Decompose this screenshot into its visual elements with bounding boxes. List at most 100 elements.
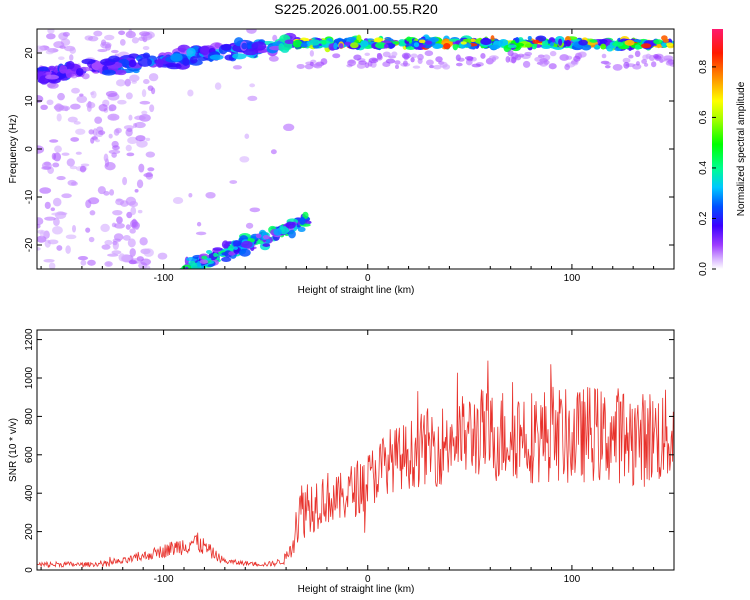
spectrogram-cell	[69, 47, 77, 54]
spectrogram-cell	[272, 34, 278, 42]
snr-panel: -100 0 100 0 200 400 600 800 1000 1200 Height of…	[8, 328, 675, 595]
spectrogram-cell	[109, 189, 115, 196]
spectrogram-cell	[125, 128, 133, 137]
spectrogram-cell	[131, 218, 137, 228]
colorbar: 0.0 0.2 0.4 0.6 0.8 Normalized spectral ampl…	[698, 29, 747, 276]
spectrogram-cell	[116, 216, 123, 224]
spectrogram-cell	[114, 222, 125, 229]
spectrogram-cell	[51, 225, 63, 235]
spectrogram-cell	[309, 61, 314, 66]
spectrogram-cell	[653, 39, 663, 45]
colorbar-tick-label: 0.2	[698, 211, 709, 225]
spectrogram-cell	[45, 50, 54, 55]
spectrogram-cell	[110, 49, 119, 54]
spectrogram-cell	[136, 179, 144, 189]
spectrogram-cell	[332, 53, 341, 59]
spectrogram-cell	[514, 42, 525, 47]
spectrogram-cell	[56, 113, 62, 122]
spectrogram-cell	[241, 240, 253, 249]
spectrogram-cell	[97, 186, 106, 195]
spectrogram-xtick-label: 100	[564, 273, 581, 284]
spectrogram-cell	[186, 47, 196, 57]
spectrogram-cell	[424, 40, 433, 45]
spectrogram-cell	[165, 63, 181, 68]
spectrogram-cell	[665, 60, 674, 66]
spectrogram-cell	[622, 57, 631, 64]
spectrogram-cell	[634, 50, 641, 58]
spectrogram-cell	[376, 52, 382, 57]
colorbar-label: Normalized spectral amplitude	[736, 81, 747, 216]
spectrogram-cell	[40, 104, 48, 111]
spectrogram-cell	[604, 65, 611, 69]
spectrogram-cell	[125, 92, 133, 100]
spectrogram-cell	[180, 272, 190, 275]
spectrogram-cell	[59, 65, 68, 74]
spectrogram-cell	[140, 258, 152, 266]
spectrogram-cell	[115, 69, 127, 76]
spectrogram-cell	[39, 230, 45, 238]
spectrogram-ytick-label: 20	[24, 47, 35, 59]
spectrogram-cell	[635, 61, 640, 66]
spectrogram-cell	[612, 64, 623, 71]
spectrogram-cell	[300, 42, 308, 48]
spectrogram-cell	[88, 129, 95, 135]
spectrogram-cell	[125, 224, 131, 230]
spectrogram-cell	[424, 50, 434, 57]
spectrogram-cell	[170, 53, 183, 62]
spectrogram-cell	[112, 241, 119, 250]
spectrogram-cell	[127, 238, 136, 248]
spectrogram-cell	[283, 123, 295, 132]
colorbar-tick-label: 0.6	[698, 110, 709, 124]
spectrogram-cell	[213, 252, 218, 257]
snr-ytick-label: 1000	[24, 366, 35, 389]
spectrogram-cell	[296, 63, 305, 69]
spectrogram-cell	[189, 56, 198, 64]
spectrogram-cell	[122, 176, 128, 186]
spectrogram-cell	[480, 37, 492, 46]
spectrogram-cell	[46, 99, 54, 106]
spectrogram-cell	[51, 152, 57, 160]
spectrogram-cell	[52, 197, 62, 207]
spectrogram-cell	[188, 192, 193, 198]
spectrogram-cell	[139, 31, 150, 37]
spectrogram-cell	[139, 237, 148, 246]
spectrogram-cell	[101, 244, 111, 250]
spectrogram-cell	[145, 151, 156, 158]
spectrogram-cell	[471, 63, 482, 68]
spectrogram-cell	[103, 153, 109, 162]
spectrogram-cell	[71, 224, 77, 233]
spectrogram-cell	[634, 44, 641, 50]
spectrogram-cell	[374, 37, 384, 43]
spectrogram-cell	[392, 41, 400, 45]
spectrogram-cell	[70, 103, 81, 110]
spectrogram-cell	[534, 56, 544, 62]
spectrogram-cell	[98, 103, 108, 112]
spectrogram-cell	[88, 236, 95, 243]
spectrogram-cell	[150, 87, 156, 95]
spectrogram-cell	[108, 133, 113, 139]
spectrogram-cell	[410, 53, 418, 59]
spectrogram-cell	[196, 221, 202, 227]
spectrogram-cell	[214, 42, 221, 49]
spectrogram-cell	[115, 127, 122, 134]
spectrogram-cell	[101, 69, 116, 76]
spectrogram-cell	[116, 79, 126, 87]
spectrogram-cell	[119, 38, 126, 46]
snr-ytick-label: 1200	[24, 328, 35, 351]
spectrogram-cell	[577, 51, 587, 58]
spectrogram-cell	[131, 37, 140, 44]
spectrogram-cell	[628, 54, 634, 59]
spectrogram-cell	[75, 67, 84, 77]
spectrogram-cell	[47, 29, 55, 34]
spectrogram-cell	[249, 207, 261, 213]
spectrogram-cell	[532, 39, 540, 44]
spectrogram-cell	[488, 55, 499, 61]
spectrogram-cell	[139, 100, 151, 105]
spectrogram-cell	[120, 254, 131, 263]
colorbar-tick-label: 0.0	[698, 262, 709, 276]
snr-ytick-label: 200	[24, 523, 35, 540]
spectrogram-cell	[100, 223, 110, 233]
spectrogram-cell	[238, 248, 251, 257]
spectrogram-cell	[80, 259, 87, 266]
spectrogram-cell	[288, 229, 296, 239]
